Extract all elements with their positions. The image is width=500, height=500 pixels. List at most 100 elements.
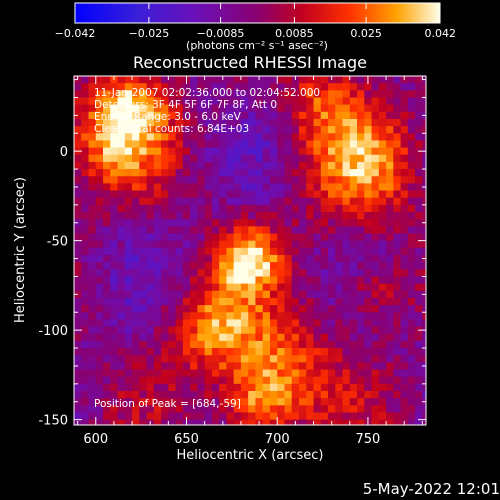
heatmap-cell bbox=[81, 398, 89, 406]
heatmap-cell bbox=[88, 355, 97, 363]
heatmap-cell bbox=[161, 219, 169, 227]
heatmap-cell bbox=[233, 369, 242, 378]
heatmap-cell bbox=[291, 383, 300, 392]
heatmap-cell bbox=[291, 226, 300, 234]
heatmap-cell bbox=[262, 290, 271, 299]
heatmap-cell bbox=[211, 269, 220, 277]
heatmap-cell bbox=[110, 254, 118, 263]
heatmap-cell bbox=[378, 140, 387, 148]
heatmap-cell bbox=[371, 212, 380, 220]
heatmap-cell bbox=[88, 154, 97, 163]
heatmap-cell bbox=[371, 240, 380, 249]
heatmap-cell bbox=[175, 147, 184, 156]
heatmap-cell bbox=[364, 233, 372, 242]
heatmap-cell bbox=[132, 348, 140, 356]
heatmap-cell bbox=[190, 169, 198, 177]
heatmap-cell bbox=[190, 262, 198, 270]
heatmap-cell bbox=[182, 319, 191, 327]
heatmap-cell bbox=[306, 405, 314, 413]
heatmap-cell bbox=[393, 254, 401, 263]
heatmap-cell bbox=[233, 133, 242, 141]
heatmap-cell bbox=[103, 169, 111, 177]
heatmap-cell bbox=[161, 390, 169, 399]
heatmap-cell bbox=[269, 219, 278, 227]
heatmap-cell bbox=[103, 104, 111, 113]
heatmap-cell bbox=[400, 369, 409, 378]
heatmap-cell bbox=[168, 233, 177, 242]
heatmap-cell bbox=[378, 111, 387, 120]
heatmap-cell bbox=[88, 312, 97, 320]
heatmap-cell bbox=[153, 147, 162, 156]
heatmap-cell bbox=[233, 147, 242, 156]
heatmap-cell bbox=[393, 340, 401, 349]
heatmap-cell bbox=[211, 133, 220, 141]
heatmap-cell bbox=[197, 419, 206, 425]
heatmap-cell bbox=[248, 348, 256, 356]
heatmap-cell bbox=[74, 340, 82, 349]
heatmap-cell bbox=[313, 376, 322, 385]
heatmap-cell bbox=[349, 269, 358, 277]
heatmap-cell bbox=[81, 104, 89, 113]
heatmap-cell bbox=[197, 190, 206, 199]
heatmap-cell bbox=[233, 190, 242, 199]
colorbar-tick-label: 0.042 bbox=[425, 27, 457, 40]
heatmap-cell bbox=[349, 183, 358, 191]
heatmap-cell bbox=[103, 362, 111, 370]
heatmap-cell bbox=[219, 348, 227, 356]
heatmap-cell bbox=[400, 355, 409, 363]
heatmap-cell bbox=[386, 140, 394, 148]
heatmap-cell bbox=[349, 233, 358, 242]
heatmap-cell bbox=[371, 118, 380, 127]
heatmap-cell bbox=[233, 305, 242, 313]
heatmap-cell bbox=[204, 140, 213, 148]
heatmap-cell bbox=[168, 104, 177, 113]
heatmap-cell bbox=[371, 169, 380, 177]
heatmap-cell bbox=[240, 262, 249, 270]
heatmap-cell bbox=[378, 383, 387, 392]
heatmap-cell bbox=[139, 283, 147, 292]
heatmap-cell bbox=[74, 276, 82, 285]
heatmap-cell bbox=[313, 197, 322, 206]
heatmap-cell bbox=[248, 240, 256, 249]
heatmap-cell bbox=[371, 355, 380, 363]
heatmap-cell bbox=[219, 212, 227, 220]
heatmap-cell bbox=[103, 204, 111, 213]
heatmap-cell bbox=[422, 390, 426, 399]
heatmap-cell bbox=[378, 247, 387, 256]
heatmap-cell bbox=[197, 219, 206, 227]
heatmap-cell bbox=[233, 398, 242, 406]
heatmap-cell bbox=[364, 247, 372, 256]
heatmap-cell bbox=[328, 312, 336, 320]
heatmap-cell bbox=[175, 383, 184, 392]
heatmap-cell bbox=[182, 190, 191, 199]
heatmap-cell bbox=[386, 204, 394, 213]
heatmap-cell bbox=[335, 383, 343, 392]
heatmap-cell bbox=[393, 369, 401, 378]
heatmap-cell bbox=[248, 190, 256, 199]
heatmap-cell bbox=[335, 133, 343, 141]
heatmap-cell bbox=[320, 340, 329, 349]
heatmap-cell bbox=[291, 276, 300, 285]
heatmap-cell bbox=[175, 297, 184, 306]
heatmap-cell bbox=[132, 297, 140, 306]
heatmap-cell bbox=[313, 333, 322, 342]
heatmap-cell bbox=[269, 326, 278, 335]
heatmap-cell bbox=[407, 283, 416, 292]
heatmap-cell bbox=[219, 133, 227, 141]
heatmap-cell bbox=[291, 183, 300, 191]
heatmap-cell bbox=[103, 290, 111, 299]
heatmap-cell bbox=[371, 362, 380, 370]
heatmap-cell bbox=[298, 254, 307, 263]
heatmap-cell bbox=[255, 297, 264, 306]
heatmap-cell bbox=[393, 319, 401, 327]
heatmap-cell bbox=[182, 376, 191, 385]
heatmap-cell bbox=[204, 369, 213, 378]
heatmap-cell bbox=[291, 340, 300, 349]
heatmap-cell bbox=[226, 126, 235, 134]
heatmap-cell bbox=[328, 369, 336, 378]
heatmap-cell bbox=[204, 269, 213, 277]
heatmap-cell bbox=[110, 276, 118, 285]
heatmap-cell bbox=[277, 104, 285, 113]
heatmap-cell bbox=[291, 319, 300, 327]
heatmap-cell bbox=[211, 369, 220, 378]
